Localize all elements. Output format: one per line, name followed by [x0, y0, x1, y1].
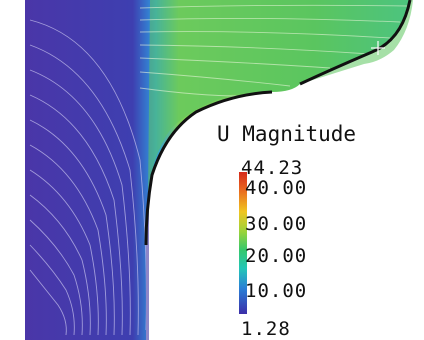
- legend-tick: 30.00: [245, 213, 308, 235]
- crosshair-icon: [371, 41, 385, 55]
- flow-domain: [25, 0, 410, 340]
- legend-tick: 40.00: [245, 177, 308, 199]
- upper-wall: [299, 0, 412, 86]
- color-bar: [239, 172, 247, 314]
- outlet-channel: [148, 0, 413, 200]
- legend-title: U Magnitude: [217, 122, 357, 146]
- legend-min: 1.28: [241, 318, 291, 340]
- legend-tick: 10.00: [245, 280, 308, 302]
- legend-max: 44.23: [241, 157, 304, 179]
- lower-wall: [144, 90, 273, 246]
- legend-tick: 20.00: [245, 245, 308, 267]
